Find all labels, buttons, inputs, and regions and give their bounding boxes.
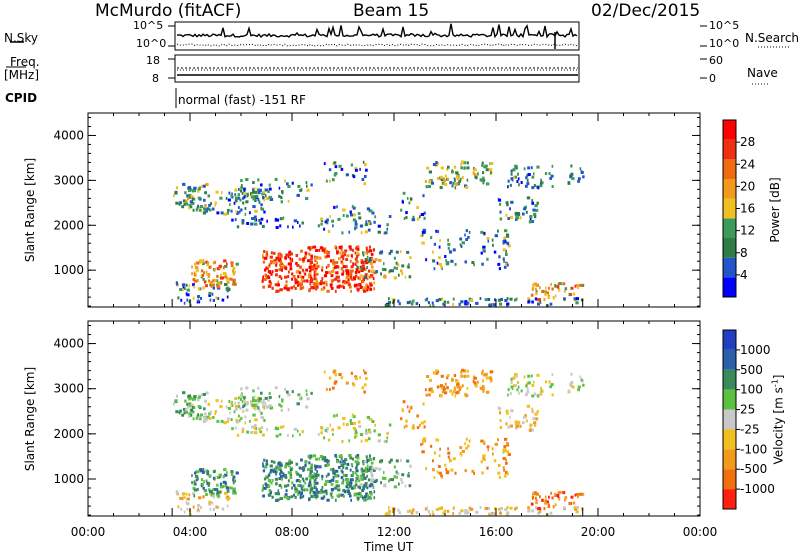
power-colorbar-band bbox=[723, 277, 736, 297]
velocity-colorbar-tick-label: -100 bbox=[740, 442, 767, 456]
velocity-colorbar-band bbox=[723, 409, 736, 430]
power-colorbar-tick-label: 12 bbox=[740, 224, 755, 238]
power-colorbar-band bbox=[723, 218, 736, 238]
power-colorbar-tick-label: 20 bbox=[740, 179, 755, 193]
x-axis-label: Time UT bbox=[364, 540, 414, 554]
power-data-cells bbox=[173, 160, 585, 308]
power-colorbar-band bbox=[723, 159, 736, 179]
nsearch-label: N.Search bbox=[745, 31, 800, 45]
nsky-label: N.Sky bbox=[4, 31, 39, 45]
nave-tick-high: 60 bbox=[709, 54, 723, 67]
power-ytick-label: 2000 bbox=[53, 218, 84, 232]
power-colorbar-band bbox=[723, 257, 736, 278]
power-colorbar-tick-label: 16 bbox=[740, 202, 755, 216]
velocity-ytick-label: 3000 bbox=[53, 382, 84, 396]
velocity-colorbar-tick-label: -25 bbox=[740, 422, 760, 436]
power-ytick-label: 1000 bbox=[53, 263, 84, 277]
x-tick-label: 08:00 bbox=[275, 525, 310, 539]
nsky-tick-high: 10^5 bbox=[133, 19, 164, 32]
x-tick-label: 12:00 bbox=[377, 525, 412, 539]
velocity-ytick-label: 2000 bbox=[53, 427, 84, 441]
x-tick-label: 16:00 bbox=[479, 525, 514, 539]
velocity-colorbar-band bbox=[723, 330, 736, 350]
velocity-colorbar-tick-label: 25 bbox=[740, 403, 755, 417]
power-colorbar-band bbox=[723, 120, 736, 140]
freq-tick-low: 8 bbox=[152, 72, 159, 85]
velocity-ytick-label: 4000 bbox=[53, 337, 84, 351]
power-colorbar-band bbox=[723, 139, 736, 160]
cpid-text: normal (fast) -151 RF bbox=[178, 93, 306, 107]
velocity-colorbar-tick-label: -500 bbox=[740, 462, 767, 476]
power-colorbar-tick-label: 4 bbox=[740, 268, 748, 282]
beam-title: Beam 15 bbox=[353, 1, 430, 21]
velocity-data-cells bbox=[173, 368, 585, 517]
power-colorbar-tick-label: 28 bbox=[740, 135, 755, 149]
nsearch-tick-low: 10^0 bbox=[709, 37, 740, 50]
cpid-label: CPID bbox=[5, 91, 38, 105]
velocity-colorbar-tick-label: 100 bbox=[740, 383, 763, 397]
power-colorbar-tick-label: 8 bbox=[740, 246, 748, 260]
velocity-ytick-label: 1000 bbox=[53, 472, 84, 486]
velocity-colorbar-band bbox=[723, 389, 736, 410]
velocity-colorbar-band bbox=[723, 449, 736, 470]
nsky-tick-low: 10^0 bbox=[136, 37, 167, 50]
nave-tick-low: 0 bbox=[709, 72, 716, 85]
power-colorbar-band bbox=[723, 238, 736, 258]
freq-unit-label: [MHz] bbox=[4, 68, 40, 82]
freq-tick-high: 18 bbox=[146, 54, 160, 67]
freq-panel bbox=[174, 54, 580, 83]
x-tick-label: 00:00 bbox=[71, 525, 106, 539]
velocity-colorbar-frame bbox=[722, 329, 737, 510]
power-colorbar-band bbox=[723, 179, 736, 199]
station-title: McMurdo (fitACF) bbox=[95, 1, 242, 21]
power-ytick-label: 4000 bbox=[53, 128, 84, 142]
velocity-colorbar-band bbox=[723, 489, 736, 509]
velocity-colorbar-tick-label: 1000 bbox=[740, 343, 771, 357]
power-colorbar-tick-label: 24 bbox=[740, 157, 755, 171]
nave-label: Nave bbox=[747, 66, 778, 80]
nsky-line bbox=[176, 23, 578, 39]
velocity-colorbar-band bbox=[723, 429, 736, 450]
power-ytick-label: 3000 bbox=[53, 173, 84, 187]
velocity-colorbar-band bbox=[723, 469, 736, 490]
x-tick-label: 04:00 bbox=[173, 525, 208, 539]
power-colorbar-band bbox=[723, 198, 736, 219]
velocity-colorbar-band bbox=[723, 369, 736, 390]
nsky-panel bbox=[174, 21, 580, 51]
date-title: 02/Dec/2015 bbox=[591, 1, 701, 21]
velocity-colorbar-band bbox=[723, 349, 736, 370]
nsearch-tick-high: 10^5 bbox=[709, 19, 740, 32]
freq-label: Freq. bbox=[10, 55, 40, 69]
nsearch-line bbox=[176, 43, 578, 47]
velocity-colorbar-tick-label: 500 bbox=[740, 363, 763, 377]
x-tick-label: 20:00 bbox=[581, 525, 616, 539]
x-tick-label: 00:00 bbox=[683, 525, 718, 539]
velocity-colorbar-tick-label: -1000 bbox=[740, 482, 775, 496]
